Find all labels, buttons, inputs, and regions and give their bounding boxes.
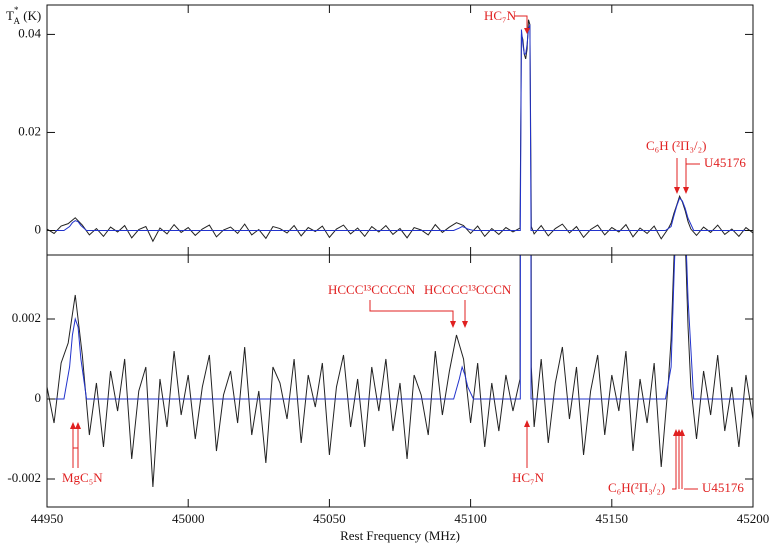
arrow (72, 424, 79, 468)
x-tick-label: 45150 (596, 511, 629, 526)
annotation: U45176 (704, 155, 746, 170)
plot-area: 0 0.02 0.04 -0.002 0 0.002 44950 45000 45050 4510… (7, 4, 770, 526)
annotations: HC₇N C₆H (²Π₃/₂) U45176 HCCC¹³CCCCN HCCC… (62, 8, 746, 495)
spectrum-line (47, 19, 753, 243)
y-tick-label: 0.02 (18, 123, 41, 138)
x-tick-label: 45100 (454, 511, 487, 526)
spectrum-line (47, 255, 753, 400)
spectrum-line (47, 255, 753, 488)
arrowhead (524, 420, 530, 427)
panel-frame (46, 254, 754, 508)
x-tick-label: 45050 (313, 511, 346, 526)
x-tick-label: 45000 (172, 511, 205, 526)
annotation: HCCC¹³CCCCN (328, 282, 416, 297)
arrow (672, 432, 698, 490)
arrowhead (674, 187, 689, 194)
spectrum-line (47, 24, 753, 231)
annotation: C₆H (²Π₃/₂) (646, 138, 706, 153)
y-axis-label: T* A (K) (6, 5, 41, 26)
arrowhead (450, 321, 468, 328)
arrowhead (524, 28, 530, 34)
annotation: HC₇N (484, 8, 517, 23)
y-tick-label: -0.002 (7, 470, 41, 485)
annotation: HCCCC¹³CCCN (424, 282, 512, 297)
y-tick-label: 0.002 (12, 310, 41, 325)
annotation: U45176 (702, 480, 744, 495)
arrow (514, 15, 528, 32)
y-tick-label: 0.04 (18, 25, 41, 40)
y-tick-label: 0 (35, 221, 42, 236)
arrowhead (70, 422, 81, 429)
annotation: MgC₅N (62, 470, 103, 485)
panel-frame (46, 4, 754, 256)
x-axis-label: Rest Frequency (MHz) (340, 528, 460, 543)
arrowhead (673, 429, 685, 436)
annotation: HC₇N (512, 470, 545, 485)
x-tick-label: 44950 (31, 511, 64, 526)
x-tick-label: 45200 (737, 511, 770, 526)
annotation: C₆H(²Π₃/₂) (608, 480, 665, 495)
arrow (676, 158, 687, 192)
y-tick-label: 0 (35, 390, 42, 405)
